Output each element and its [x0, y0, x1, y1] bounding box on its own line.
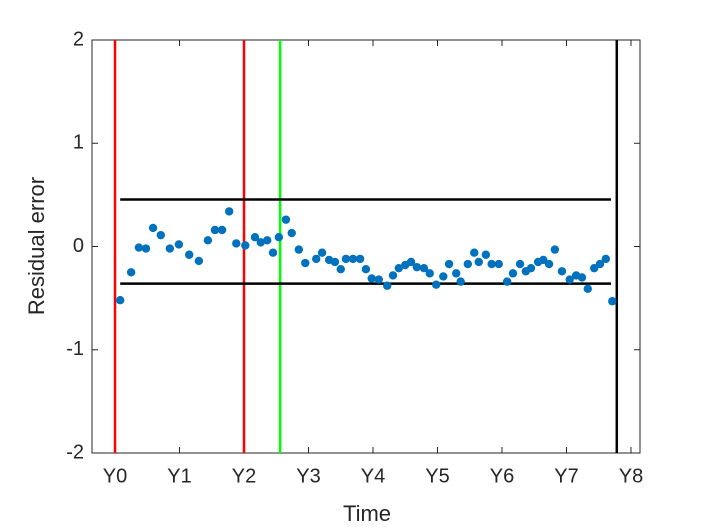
point [281, 215, 291, 224]
point [526, 263, 536, 273]
point [274, 233, 284, 242]
point [217, 225, 227, 235]
point [148, 223, 158, 233]
point [348, 254, 358, 264]
y-tick-label: 2 [73, 28, 84, 50]
point [451, 269, 461, 278]
point [502, 277, 512, 286]
point [539, 255, 548, 265]
point [256, 238, 265, 247]
point [268, 248, 278, 257]
x-tick-label: Y0 [103, 465, 127, 487]
point [595, 259, 605, 269]
point [361, 265, 371, 274]
point [210, 225, 220, 235]
point [184, 250, 194, 259]
point [174, 240, 184, 249]
point [330, 257, 340, 267]
point [224, 207, 234, 216]
point [336, 265, 345, 274]
point [367, 274, 376, 283]
point [474, 257, 483, 267]
x-tick-label: Y3 [296, 465, 320, 487]
point [294, 245, 304, 254]
point [394, 263, 403, 273]
point [388, 271, 398, 280]
point [508, 269, 518, 278]
point [312, 254, 321, 264]
point [250, 233, 260, 242]
point [544, 259, 554, 269]
point [608, 297, 617, 306]
point [382, 281, 392, 290]
point [419, 263, 429, 273]
point [232, 239, 241, 248]
x-tick-label: Y7 [554, 465, 578, 487]
point [487, 259, 496, 269]
point [565, 275, 574, 284]
y-tick-label: -1 [66, 338, 84, 360]
point [444, 259, 454, 269]
point [355, 254, 365, 264]
x-tick-label: Y1 [167, 465, 191, 487]
point [590, 263, 599, 273]
point [412, 262, 422, 272]
x-tick-label: Y5 [425, 465, 449, 487]
point [115, 295, 125, 305]
point [601, 254, 611, 264]
point [287, 228, 296, 238]
point [301, 258, 310, 268]
point [463, 259, 473, 269]
point [374, 275, 384, 284]
point [241, 241, 250, 250]
point [165, 244, 175, 253]
point [156, 230, 166, 240]
point [141, 244, 151, 253]
y-tick-label: 0 [73, 235, 84, 257]
x-tick-label: Y4 [361, 465, 385, 487]
point [194, 256, 204, 266]
point [341, 254, 351, 264]
point [456, 277, 465, 286]
point [317, 248, 327, 257]
y-tick-label: 1 [73, 132, 84, 154]
y-tick-label: -2 [66, 441, 84, 463]
x-tick-label: Y8 [619, 465, 643, 487]
point [494, 259, 503, 269]
point [126, 268, 136, 277]
point [425, 269, 434, 278]
point [515, 259, 525, 269]
point [263, 236, 272, 245]
point [203, 236, 213, 245]
point [577, 273, 587, 282]
point [439, 272, 448, 281]
point [550, 245, 560, 254]
point [470, 248, 479, 257]
point [432, 280, 441, 289]
x-tick-label: Y2 [232, 465, 256, 487]
point [134, 243, 144, 252]
y-axis-label: Residual error [24, 177, 49, 315]
point [406, 257, 416, 267]
x-tick-label: Y6 [490, 465, 514, 487]
point [583, 284, 592, 294]
x-axis-label: Time [343, 501, 391, 526]
point [557, 267, 567, 276]
point [481, 250, 491, 259]
